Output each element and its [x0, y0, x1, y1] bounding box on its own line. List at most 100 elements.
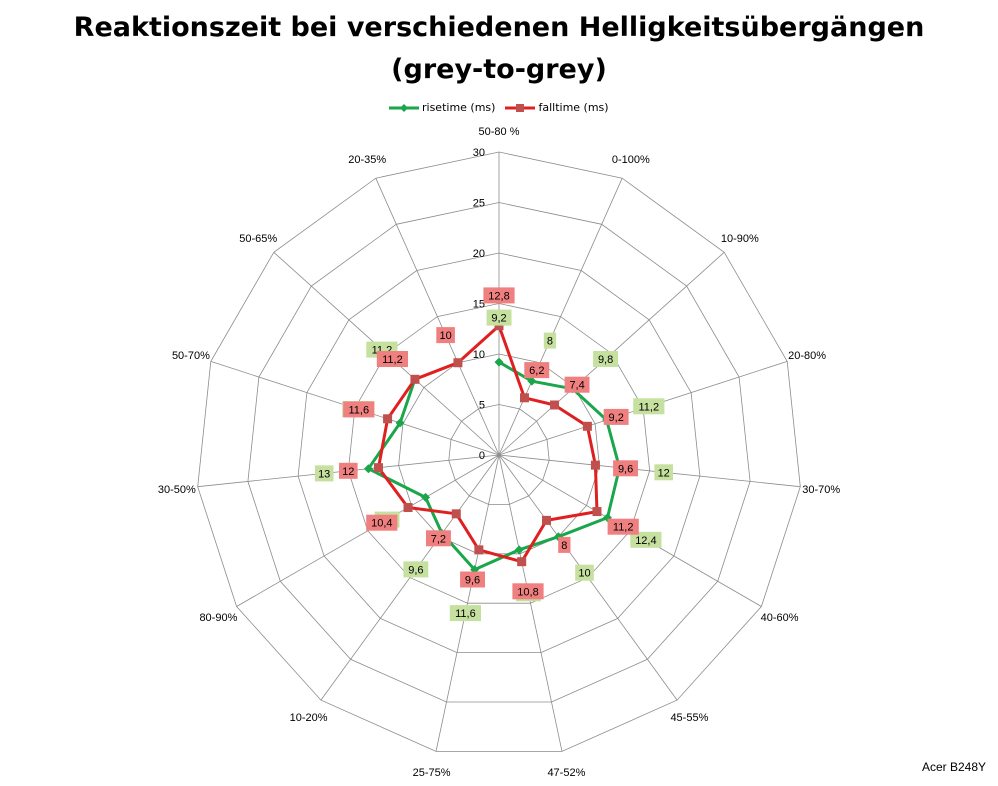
category-label: 0-100%: [612, 154, 650, 166]
grid-ring: [197, 151, 801, 752]
data-label: 11,6: [455, 608, 476, 620]
data-point-falltime: [453, 358, 463, 368]
data-point-falltime: [403, 503, 413, 513]
data-label: 10,4: [371, 518, 392, 530]
data-point-risetime: [494, 357, 504, 367]
grid-ring: [297, 252, 701, 653]
data-label-bg: [593, 351, 618, 367]
series-line-0: [366, 360, 621, 572]
data-label-bg: [607, 518, 639, 535]
category-label: 50-70%: [172, 350, 210, 362]
data-label: 9,2: [609, 412, 624, 424]
r-tick-label: 5: [479, 400, 485, 412]
r-tick-label: 15: [473, 299, 485, 311]
r-tick-label: 30: [473, 147, 485, 159]
data-label-bg: [403, 561, 429, 578]
data-point-falltime: [590, 460, 600, 470]
data-point-risetime: [527, 376, 537, 386]
grid-spoke: [498, 454, 563, 752]
grid-spoke: [498, 178, 623, 456]
data-point-falltime: [582, 421, 592, 431]
data-point-risetime: [395, 418, 405, 428]
category-label: 50-80 %: [479, 126, 520, 138]
category-label: 10-90%: [721, 233, 759, 245]
legend-marker-falltime: [505, 103, 536, 112]
legend-marker-risetime: [389, 103, 419, 112]
category-label: 30-70%: [802, 484, 840, 496]
legend-label-risetime: risetime (ms): [422, 101, 496, 114]
data-label-bg: [314, 465, 334, 482]
data-label-bg: [564, 376, 590, 393]
legend-label-falltime: falltime (ms): [538, 101, 609, 114]
data-label-bg: [483, 287, 515, 304]
grid-spoke: [320, 454, 500, 701]
data-point-falltime: [373, 463, 383, 473]
data-point-falltime: [383, 414, 393, 424]
r-tick-label: 10: [473, 349, 485, 361]
data-point-falltime: [410, 374, 420, 384]
data-label: 9,8: [598, 354, 613, 366]
data-point-falltime: [474, 545, 484, 555]
data-point-falltime: [451, 509, 461, 519]
data-label-bg: [613, 460, 638, 477]
grid-spoke: [498, 454, 801, 488]
data-label: 11,6: [349, 404, 370, 416]
data-label: 11,2: [382, 354, 403, 366]
data-label-bg: [376, 351, 408, 367]
data-label: 12,8: [488, 290, 509, 302]
data-label-bg: [558, 536, 571, 553]
data-point-falltime: [519, 393, 529, 403]
data-label: 10: [578, 568, 590, 580]
category-label: 47-52%: [547, 767, 585, 779]
grid-ring: [247, 202, 751, 703]
data-label-bg: [630, 531, 662, 548]
data-label: 9,6: [408, 564, 423, 576]
data-label-bg: [524, 362, 550, 379]
data-point-risetime: [421, 492, 431, 502]
data-label: 7,2: [431, 533, 446, 545]
data-label: 8: [547, 336, 553, 348]
data-label: 11,2: [639, 401, 660, 413]
data-label-bg: [575, 564, 594, 581]
category-label: 25-75%: [413, 767, 451, 779]
data-label-bg: [654, 464, 673, 481]
r-tick-label: 25: [473, 198, 485, 210]
data-point-falltime: [541, 515, 551, 525]
data-point-falltime: [494, 321, 504, 331]
data-label-bg: [543, 332, 557, 349]
grid-spoke: [375, 178, 500, 456]
grid-spoke: [236, 454, 500, 607]
data-label: 9,6: [465, 575, 480, 587]
data-label: 7,4: [569, 380, 584, 392]
r-tick-label: 0: [479, 450, 485, 462]
chart-title: Reaktionszeit bei verschiedenen Helligke…: [73, 12, 925, 43]
r-tick-label: 20: [473, 248, 485, 260]
data-label: 12,4: [635, 535, 656, 547]
data-label-bg: [436, 327, 455, 344]
data-label: 10: [439, 330, 451, 342]
data-point-risetime: [363, 464, 373, 474]
data-label-bg: [633, 398, 665, 415]
data-label-bg: [343, 401, 375, 418]
grid-ring: [347, 303, 651, 604]
data-label-bg: [426, 530, 451, 547]
data-label-bg: [460, 571, 485, 588]
data-label: 8: [561, 540, 567, 552]
data-label-bg: [366, 514, 398, 531]
data-label: 10,8: [517, 586, 538, 598]
category-label: 50-65%: [239, 233, 277, 245]
category-label: 10-20%: [290, 712, 328, 724]
data-label: 12: [658, 467, 670, 479]
data-label: 11,2: [613, 522, 634, 534]
data-label-bg: [486, 309, 512, 326]
data-label-bg: [339, 462, 358, 479]
category-label: 45-55%: [670, 712, 708, 724]
series-line-1: [377, 324, 599, 564]
category-label: 20-80%: [788, 350, 826, 362]
data-label: 12: [342, 466, 354, 478]
data-label: 9,2: [491, 313, 506, 325]
grid-ring: [398, 353, 600, 555]
data-point-risetime: [514, 545, 524, 555]
category-label: 80-90%: [199, 612, 237, 624]
data-point-falltime: [592, 507, 602, 517]
